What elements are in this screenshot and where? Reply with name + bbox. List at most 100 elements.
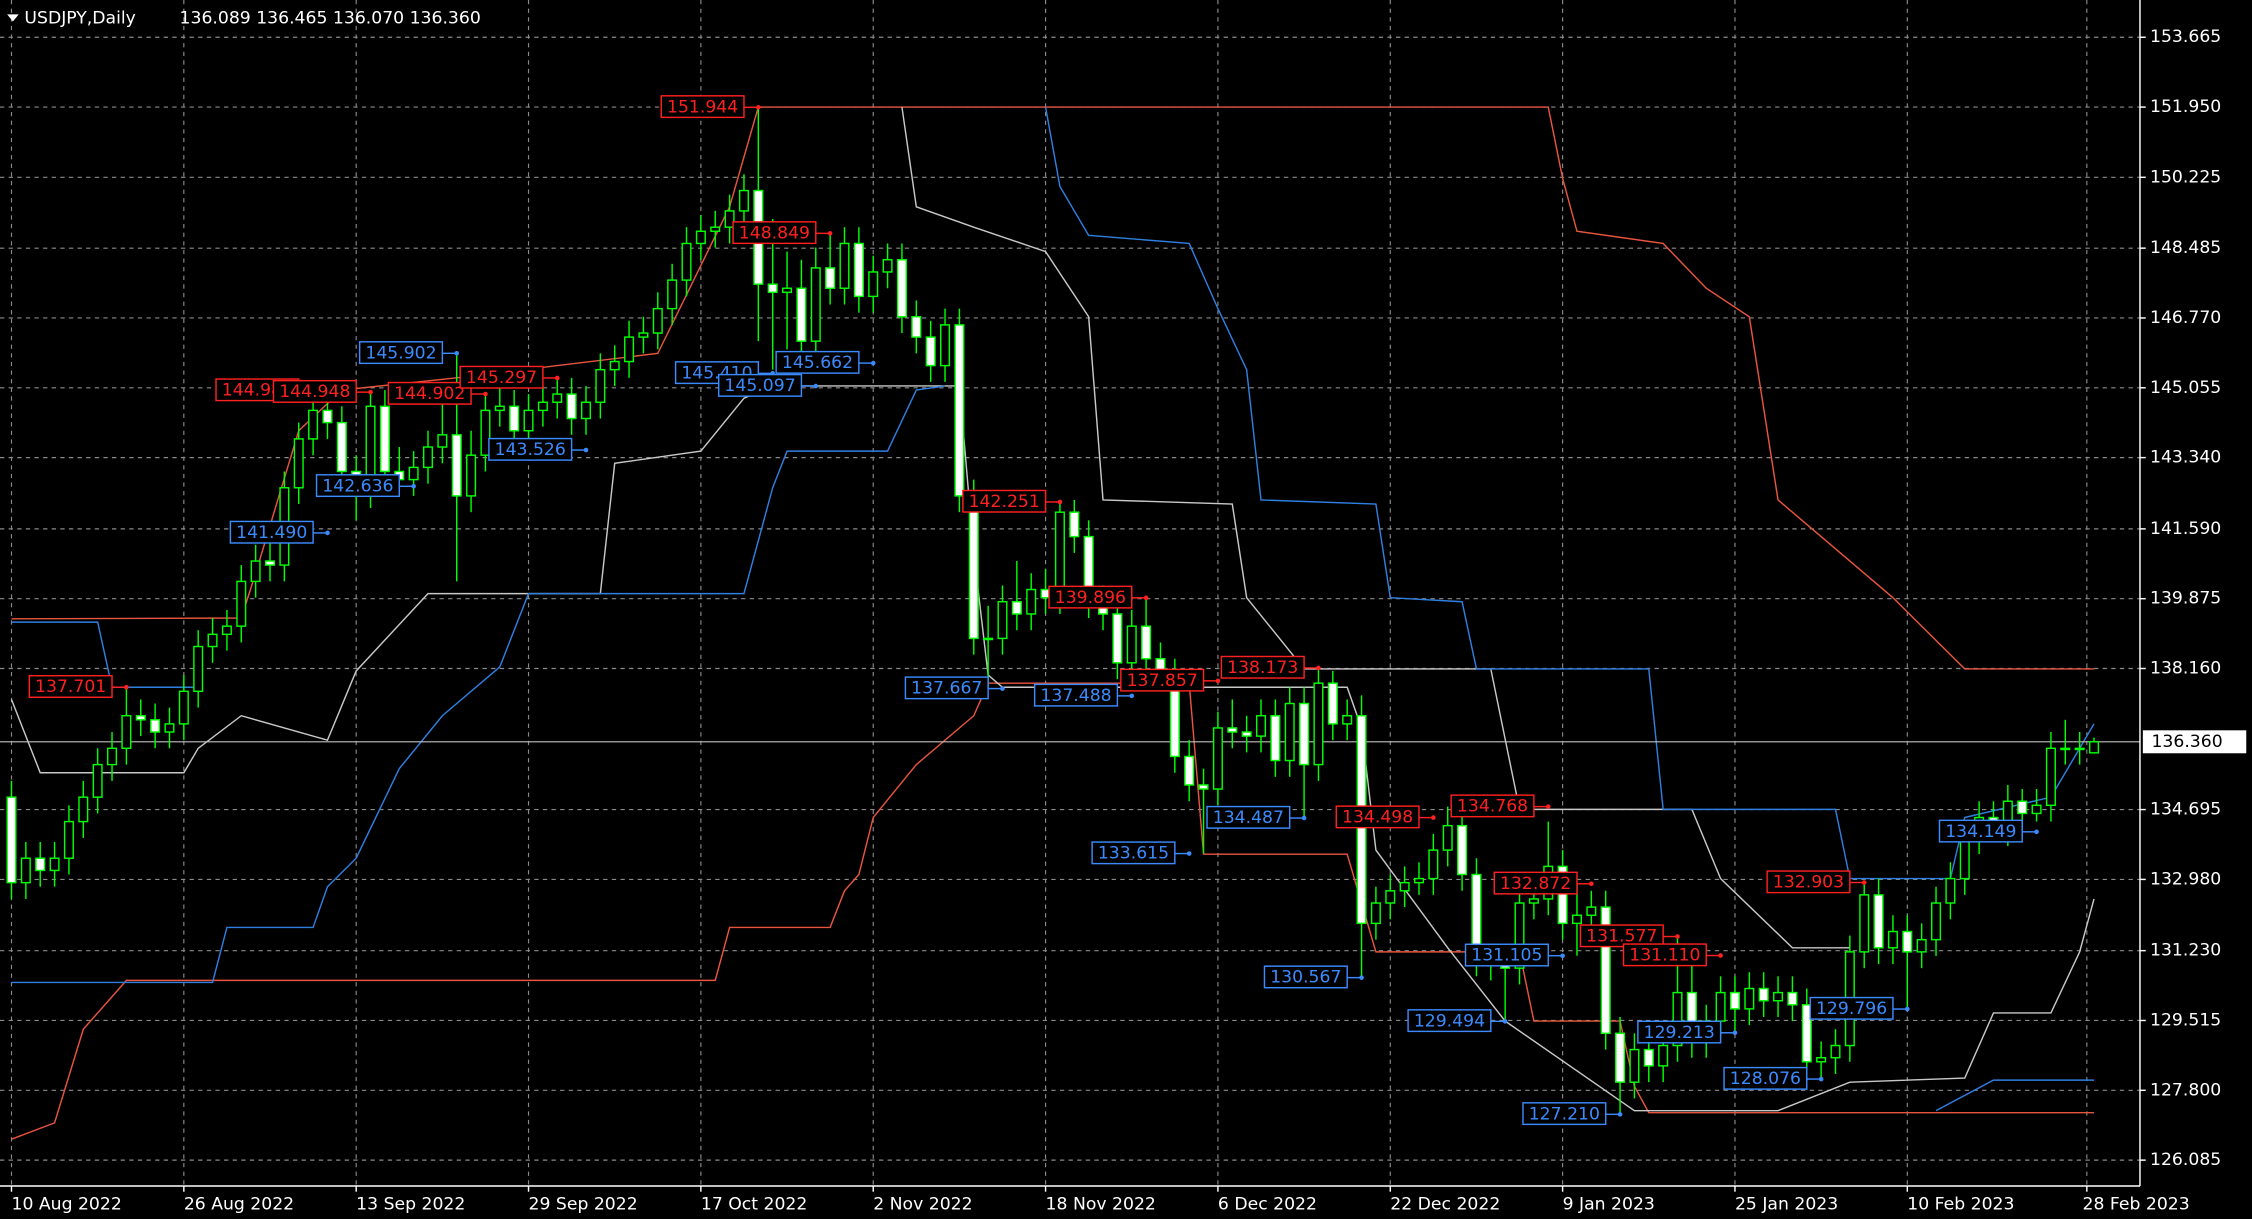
candle-body [1313, 682, 1324, 766]
low-label: 129.494 [1414, 1011, 1485, 1031]
y-tick-label: 134.695 [2150, 800, 2221, 820]
candle-body [1299, 702, 1310, 766]
high-label: 137.701 [35, 677, 106, 697]
candle-body [1255, 715, 1267, 737]
low-label-box [1091, 841, 1176, 865]
candle-body [825, 267, 836, 289]
candle-body [782, 287, 793, 294]
candle-body [1959, 837, 1970, 880]
menu-triangle[interactable] [7, 14, 19, 22]
candle-body [868, 271, 879, 298]
y-tick-label: 138.160 [2150, 659, 2221, 679]
candle-body [121, 715, 132, 750]
x-tick-label: 29 Sep 2022 [529, 1195, 638, 1215]
high-label: 132.903 [1773, 873, 1844, 893]
candle-body [1916, 938, 1927, 953]
candle-body [1658, 1044, 1669, 1067]
high-label-dot [756, 105, 761, 110]
low-label-dot [1560, 953, 1565, 959]
low-label: 134.149 [1945, 822, 2016, 842]
high-label-dot [1589, 881, 1594, 887]
low-label-box [1522, 1102, 1607, 1126]
candle-body [595, 368, 606, 403]
low-label: 137.667 [911, 679, 982, 699]
high-label-dot [1057, 499, 1063, 505]
ohlc-header: 136.089 136.465 136.070 136.360 [180, 9, 481, 29]
candle-body [954, 324, 965, 497]
candle-body [1026, 588, 1037, 615]
candle-body [1600, 906, 1611, 1035]
x-tick-label: 18 Nov 2022 [1046, 1195, 1156, 1215]
high-label: 134.498 [1342, 808, 1413, 828]
candle-body [1112, 613, 1123, 664]
y-tick-label: 129.515 [2150, 1010, 2221, 1030]
x-tick-label: 6 Dec 2022 [1218, 1195, 1317, 1215]
high-label: 144.902 [394, 384, 465, 404]
high-label-dot [827, 231, 833, 236]
low-label: 145.097 [724, 376, 795, 396]
high-label-box [1622, 943, 1707, 967]
candles [6, 107, 2100, 1115]
candle-body [1945, 877, 1956, 904]
candle-body [207, 633, 218, 648]
candle-body [1931, 902, 1942, 941]
low-label-box [1263, 965, 1348, 989]
low-label-box [1809, 996, 1894, 1020]
high-label-box [1048, 585, 1133, 609]
low-label-dot [1818, 1076, 1824, 1082]
high-label-box [1450, 794, 1535, 818]
candle-body [250, 560, 261, 583]
candle-body [810, 267, 821, 342]
high-label-dot [368, 389, 373, 395]
candle-body [1184, 755, 1195, 786]
high-label-dot [1861, 880, 1867, 885]
low-label-dot [1617, 1112, 1623, 1117]
low-label: 131.105 [1471, 946, 1542, 966]
y-tick-label: 126.085 [2150, 1150, 2221, 1170]
candle-body [92, 763, 103, 798]
high-label-box [1493, 871, 1578, 895]
candle-body [193, 645, 204, 693]
high-label-dot [124, 684, 129, 690]
low-label-box [1033, 683, 1119, 707]
candle-body [2017, 800, 2028, 815]
high-label-dot [1431, 815, 1436, 820]
candle-body [1528, 898, 1539, 904]
low-label-dot [1905, 1006, 1910, 1012]
candle-body [135, 715, 146, 721]
low-label: 133.615 [1098, 844, 1169, 864]
candle-body [523, 409, 534, 432]
candle-body [1284, 702, 1295, 762]
candle-body [882, 259, 893, 273]
high-label: 148.849 [739, 223, 810, 243]
bid-label: 136.360 [2151, 732, 2222, 752]
high-label: 131.110 [1629, 946, 1700, 966]
high-label: 138.173 [1227, 658, 1298, 678]
symbol-title: USDJPY,Daily [24, 9, 135, 29]
high-label-box [272, 379, 357, 403]
candle-body [336, 421, 347, 473]
candle-body [1629, 1048, 1640, 1083]
low-label-box [717, 373, 803, 397]
candle-body [1715, 991, 1726, 1022]
high-label-dot [1675, 934, 1680, 939]
high-label: 131.577 [1586, 927, 1657, 947]
high-label-box [1766, 870, 1851, 894]
low-label: 141.490 [236, 523, 307, 543]
candle-body [537, 401, 548, 412]
low-label-dot [325, 530, 330, 536]
x-tick-label: 9 Jan 2023 [1563, 1195, 1655, 1215]
candle-body [1442, 824, 1453, 851]
candle-body [509, 405, 520, 432]
low-label-dot [1359, 975, 1364, 980]
x-tick-label: 25 Jan 2023 [1735, 1195, 1838, 1215]
candle-body [178, 690, 189, 725]
candle-body [1270, 715, 1281, 762]
candle-body [480, 409, 491, 456]
channel-line [10, 385, 2095, 1112]
channel-line [901, 106, 1850, 949]
high-label: 142.251 [969, 492, 1040, 512]
candle-body [2031, 804, 2042, 815]
